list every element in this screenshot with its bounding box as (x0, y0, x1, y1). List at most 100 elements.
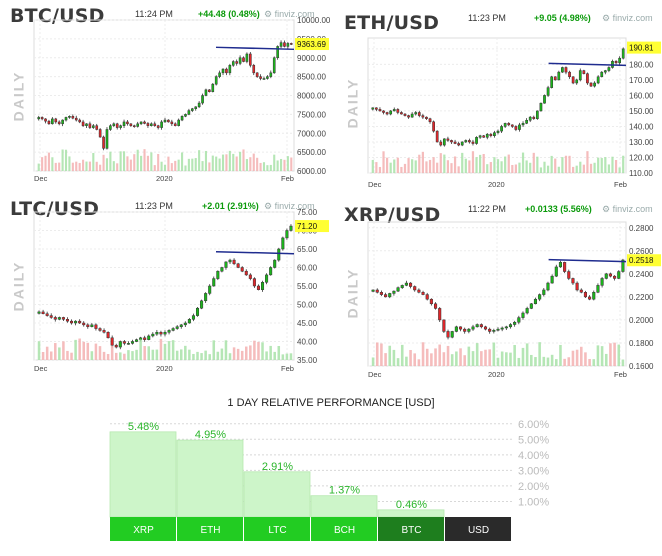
perf-value-label: 5.48% (128, 421, 159, 433)
candle-up (535, 110, 539, 119)
candle-up (265, 274, 269, 283)
candle-down (153, 123, 157, 126)
candle-up (389, 110, 393, 115)
y-tick-label: 110.00 (629, 169, 653, 178)
volume-bar (62, 341, 65, 360)
volume-bar (438, 344, 441, 366)
y-tick-label: 140.00 (629, 122, 654, 131)
candle-up (546, 87, 550, 96)
candle-down (425, 116, 428, 119)
volume-bar (488, 349, 491, 366)
volume-bar (521, 152, 525, 173)
candle-down (571, 278, 575, 284)
volume-bar (170, 163, 173, 171)
candle-up (533, 298, 538, 305)
finviz-brand[interactable]: ⚙ finviz.com (264, 201, 315, 212)
volume-bar (529, 162, 532, 173)
candle-down (417, 289, 421, 293)
volume-bar (418, 154, 421, 173)
volume-bar (257, 341, 260, 360)
volume-bar (611, 156, 614, 173)
xrp-panel: XRP/USD 11:22 PM +0.0133 (5.56%) ⚙ finvi… (334, 192, 662, 382)
gear-icon: ⚙ (264, 9, 273, 19)
volume-bar (92, 152, 95, 171)
volume-bar (534, 357, 537, 366)
candle-down (61, 317, 65, 320)
finviz-brand[interactable]: ⚙ finviz.com (602, 13, 653, 24)
finviz-brand[interactable]: ⚙ finviz.com (264, 9, 315, 20)
volume-bar (235, 156, 238, 171)
volume-bar (572, 166, 575, 173)
volume-bar (51, 157, 54, 171)
candle-up (392, 290, 396, 294)
candle-down (74, 117, 78, 121)
volume-bar (102, 351, 106, 360)
candle-down (146, 123, 150, 126)
volume-bar (375, 162, 378, 173)
y-tick-label: 7500.00 (297, 110, 326, 119)
volume-bar (475, 157, 478, 173)
volume-bar (88, 161, 91, 171)
candle-up (600, 278, 604, 286)
candle-up (187, 319, 191, 324)
candle-up (112, 123, 116, 126)
volume-bar (232, 347, 236, 360)
finviz-brand[interactable]: ⚙ finviz.com (602, 204, 653, 215)
volume-bar (421, 151, 424, 173)
volume-bar (484, 349, 487, 366)
candle-up (180, 116, 184, 121)
candle-up (228, 259, 232, 263)
resistance-line (548, 62, 627, 67)
volume-bar (94, 343, 98, 360)
y-tick-label: 35.00 (297, 356, 318, 365)
volume-bar (82, 341, 85, 360)
volume-bar (467, 346, 471, 366)
volume-bar (597, 157, 600, 173)
volume-bar (479, 154, 482, 173)
volume-bar (617, 344, 621, 366)
volume-bar (575, 165, 578, 173)
candle-up (500, 126, 503, 132)
volume-bar (266, 165, 269, 171)
volume-bar (621, 359, 625, 366)
volume-bar (492, 342, 496, 366)
volume-bar (546, 165, 550, 173)
volume-bar (525, 160, 528, 173)
volume-bar (54, 343, 57, 360)
category-label: XRP (133, 525, 154, 536)
y-tick-label: 0.2600 (629, 247, 654, 256)
y-tick-label: 0.2800 (629, 224, 654, 233)
candle-up (460, 141, 464, 146)
candle-up (543, 95, 546, 104)
candle-down (110, 337, 114, 346)
candle-up (191, 315, 195, 320)
candle-up (496, 328, 500, 331)
candle-down (143, 121, 146, 124)
candle-up (163, 119, 167, 123)
volume-bar (175, 350, 179, 360)
candle-up (228, 65, 232, 74)
candle-up (396, 287, 400, 292)
volume-bar (68, 156, 71, 171)
y-tick-label: 60.00 (297, 264, 318, 273)
price-label-box (627, 254, 661, 267)
candle-down (49, 315, 53, 318)
volume-bar (201, 161, 204, 171)
x-tick-label: Feb (614, 370, 627, 379)
volume-bar (129, 159, 132, 171)
volume-bar (539, 167, 543, 173)
volume-bar (163, 164, 167, 171)
volume-bar (163, 343, 167, 360)
price-change: +9.05 (4.98%) (534, 13, 591, 23)
candle-up (521, 123, 525, 126)
perf-bar (310, 495, 378, 518)
volume-bar (464, 158, 467, 173)
price-label: 190.81 (629, 44, 654, 53)
price-label: 0.2518 (629, 256, 654, 265)
category-cell (244, 517, 310, 541)
volume-bar (517, 357, 521, 366)
volume-bar (461, 152, 464, 173)
candle-down (122, 341, 126, 344)
candle-up (187, 110, 191, 115)
candle-down (446, 331, 450, 338)
